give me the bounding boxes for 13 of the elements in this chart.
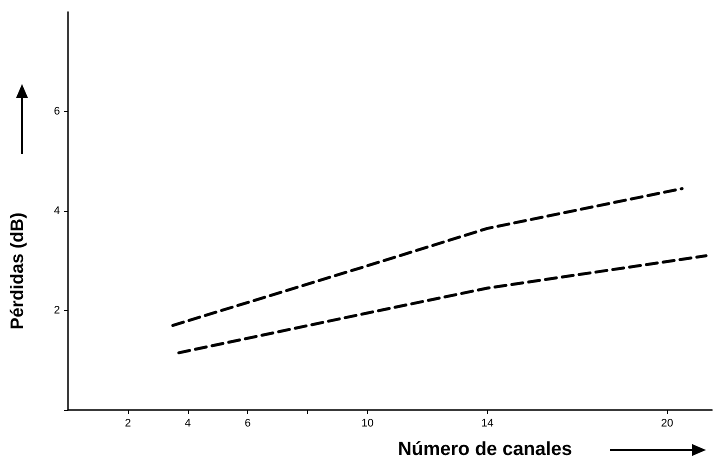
x-tick-label: 2 bbox=[124, 418, 131, 430]
x-tick-label: 4 bbox=[184, 418, 191, 430]
y-tick-label: 4 bbox=[54, 205, 60, 217]
line-series bbox=[171, 187, 684, 327]
x-tick-label: 14 bbox=[481, 418, 494, 430]
line-series bbox=[177, 254, 708, 354]
y-tick-label: 2 bbox=[54, 304, 60, 316]
x-axis-title: Número de canales bbox=[398, 439, 572, 460]
y-tick-label: 6 bbox=[54, 106, 60, 118]
x-tick-label: 20 bbox=[660, 418, 674, 430]
x-tick-label: 10 bbox=[361, 418, 374, 430]
x-tick-label: 6 bbox=[244, 418, 251, 430]
y-axis-title: Pérdidas (dB) bbox=[7, 212, 27, 330]
